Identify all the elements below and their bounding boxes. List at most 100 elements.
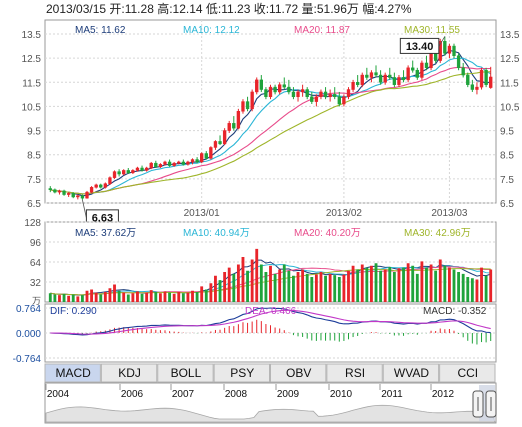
volume-bar (58, 295, 61, 302)
volume-bar (333, 275, 337, 302)
volume-bar (154, 292, 158, 302)
overview-handle[interactable] (485, 390, 497, 418)
candle (167, 159, 172, 167)
candle (122, 169, 126, 176)
overview-year-label: 2007 (172, 389, 195, 400)
candle-body (388, 74, 392, 78)
overview-year-label: 2012 (432, 389, 455, 400)
candle-body (122, 170, 126, 175)
tab-cci[interactable]: CCI (439, 363, 496, 383)
candle-body (149, 162, 153, 169)
candle-body (172, 162, 176, 166)
volume-bar (232, 273, 236, 302)
volume-bar (99, 294, 103, 302)
volume-bar (177, 292, 181, 302)
tab-obv[interactable]: OBV (270, 363, 327, 383)
candle (241, 99, 245, 114)
volume-panel: 128 96 64 32 万 MA5: 37.62万 MA10: 40.94万 MA20: … (24, 218, 497, 306)
volume-y-tick: 128 (24, 218, 41, 229)
candle (144, 166, 149, 172)
candle-body (406, 67, 410, 81)
candle-body (346, 89, 351, 98)
price-y-tick: 10.5 (22, 102, 42, 113)
candle (397, 75, 401, 88)
candle (232, 116, 236, 131)
candle (475, 82, 479, 95)
price-x-tick: 2013/03 (431, 208, 468, 219)
tab-background (44, 363, 101, 383)
tab-kdj[interactable]: KDJ (100, 363, 158, 383)
tab-rsi[interactable]: RSI (326, 363, 383, 383)
volume-bar (296, 272, 300, 302)
volume-bar (136, 291, 139, 302)
tab-wvad[interactable]: WVAD (382, 363, 440, 383)
volume-bar (273, 273, 277, 302)
volume-bar (347, 270, 350, 302)
annotation-pointer (82, 199, 87, 218)
volume-bar (186, 292, 190, 302)
candle-body (401, 77, 406, 81)
volume-ma10-line (50, 263, 491, 296)
overview-handle[interactable] (472, 390, 484, 418)
volume-y-tick: 32 (30, 278, 42, 289)
volume-bar (195, 292, 199, 302)
candle (85, 190, 89, 199)
volume-bar (434, 270, 438, 302)
price-y-tick: 13.5 (22, 30, 42, 41)
candle-body (186, 161, 190, 165)
tab-boll[interactable]: BOLL (157, 363, 214, 383)
volume-bar (126, 294, 130, 302)
price-x-tick: 2013/01 (184, 208, 221, 219)
annotation-pointer (438, 36, 446, 47)
candle (406, 65, 410, 83)
volume-bar (447, 267, 451, 302)
volume-bar (71, 294, 75, 302)
volume-bar (94, 292, 98, 302)
candle (314, 94, 319, 107)
price-y-tick: 8.5 (27, 151, 41, 162)
candle-body (154, 162, 158, 168)
candle-body (310, 96, 314, 102)
macd-y-tick: 0.764 (16, 304, 41, 315)
candle (456, 53, 461, 71)
candle-body (53, 189, 57, 193)
price-grid (45, 20, 496, 204)
volume-bar (250, 259, 254, 302)
price-y-tick-right: 7.5 (500, 175, 514, 186)
volume-bar (200, 286, 204, 302)
candle-body (443, 40, 447, 54)
candle-body (89, 187, 94, 193)
candle-body (112, 171, 117, 178)
volume-bar (392, 272, 396, 302)
tab-background (270, 363, 327, 383)
volume-bar (278, 269, 282, 302)
candle (259, 75, 263, 92)
volume-bar (301, 269, 305, 302)
tab-label: CCI (457, 366, 478, 380)
volume-bar (470, 278, 474, 302)
candle (236, 108, 241, 130)
tab-label: OBV (286, 366, 311, 380)
candle (333, 87, 337, 100)
candle (172, 161, 176, 167)
volume-bars (48, 248, 493, 302)
candle (108, 176, 112, 185)
candle (305, 87, 309, 100)
volume-bar (365, 267, 369, 302)
tab-psy[interactable]: PSY (213, 363, 270, 383)
overview-range-handles[interactable] (472, 385, 497, 421)
volume-bar (452, 269, 456, 302)
candle (48, 186, 52, 193)
candle (177, 160, 181, 165)
tab-macd[interactable]: MACD (44, 363, 101, 383)
candle-body (333, 94, 337, 98)
macd-panel: 0.764 0.000 -0.764 DIF: 0.290 DEA: 0.466 MAC… (13, 303, 497, 365)
volume-bar (287, 270, 291, 302)
candle (209, 146, 213, 160)
candle (378, 70, 383, 85)
indicator-tab-bar: MACD KDJ BOLL PSY OBV RSI WVAD CCI (44, 363, 496, 383)
candle (484, 67, 488, 88)
candle-body (264, 89, 268, 98)
candle (131, 169, 135, 175)
